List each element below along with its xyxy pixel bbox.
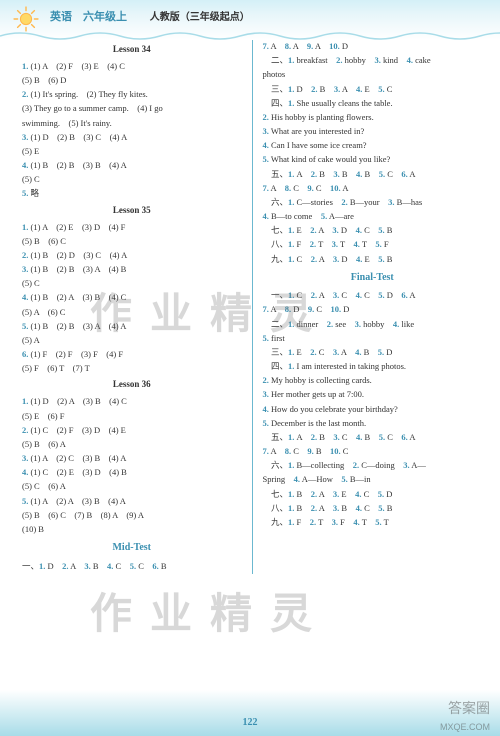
- cloud-divider: [0, 28, 500, 40]
- right-column: 7. A 8. A 9. A 10. D 二、1. breakfast 2. h…: [253, 40, 483, 574]
- answer-line: 5. (1) B (2) B (3) A (4) A: [22, 320, 242, 333]
- answer-line: 六、1. B—collecting 2. C—doing 3. A—: [263, 459, 483, 472]
- section-title: Final-Test: [263, 270, 483, 286]
- answer-line: 二、1. dinner 2. see 3. hobby 4. like: [263, 318, 483, 331]
- answer-line: 7. A 8. D 9. C 10. D: [263, 303, 483, 316]
- lesson-title: Lesson 35: [22, 204, 242, 218]
- answer-line: 2. (1) C (2) F (3) D (4) E: [22, 424, 242, 437]
- content-area: Lesson 341. (1) A (2) F (3) E (4) C(5) B…: [0, 35, 500, 574]
- answer-line: 1. (1) A (2) F (3) E (4) C: [22, 60, 242, 73]
- answer-line: (5) A: [22, 334, 242, 347]
- answer-line: (5) E (6) F: [22, 410, 242, 423]
- lesson-title: Lesson 34: [22, 43, 242, 57]
- answer-line: 三、1. D 2. B 3. A 4. E 5. C: [263, 83, 483, 96]
- answer-line: 4. B—to come 5. A—are: [263, 210, 483, 223]
- answer-line: (5) B (6) D: [22, 74, 242, 87]
- answer-line: 1. (1) A (2) E (3) D (4) F: [22, 221, 242, 234]
- answer-line: 九、1. F 2. T 3. F 4. T 5. T: [263, 516, 483, 529]
- answer-line: 八、1. B 2. A 3. B 4. C 5. B: [263, 502, 483, 515]
- header-subtitle: 人教版（三年级起点）: [150, 12, 250, 23]
- answer-line: 3. Her mother gets up at 7:00.: [263, 388, 483, 401]
- header-title: 英语 六年级上: [50, 11, 127, 23]
- answer-line: 2. His hobby is planting flowers.: [263, 111, 483, 124]
- answer-line: 5. What kind of cake would you like?: [263, 153, 483, 166]
- answer-line: 5. December is the last month.: [263, 417, 483, 430]
- answer-line: (3) They go to a summer camp. (4) I go: [22, 102, 242, 115]
- answer-line: 3. What are you interested in?: [263, 125, 483, 138]
- answer-line: 3. (1) B (2) B (3) A (4) B: [22, 263, 242, 276]
- answer-line: swimming. (5) It's rainy.: [22, 117, 242, 130]
- answer-line: 2. My hobby is collecting cards.: [263, 374, 483, 387]
- answer-line: 3. (1) D (2) B (3) C (4) A: [22, 131, 242, 144]
- answer-line: 4. (1) C (2) E (3) D (4) B: [22, 466, 242, 479]
- answer-line: 四、1. She usually cleans the table.: [263, 97, 483, 110]
- answer-line: (5) A (6) C: [22, 306, 242, 319]
- answer-line: 五、1. A 2. B 3. B 4. B 5. C 6. A: [263, 168, 483, 181]
- answer-line: 2. (1) B (2) D (3) C (4) A: [22, 249, 242, 262]
- answer-line: (5) C: [22, 173, 242, 186]
- answer-line: 1. (1) D (2) A (3) B (4) C: [22, 395, 242, 408]
- section-title: Mid-Test: [22, 540, 242, 556]
- answer-line: (5) C (6) A: [22, 480, 242, 493]
- answer-line: (5) B (6) C: [22, 235, 242, 248]
- answer-line: 4. (1) B (2) A (3) B (4) C: [22, 291, 242, 304]
- answer-line: 4. How do you celebrate your birthday?: [263, 403, 483, 416]
- page-number: 122: [243, 717, 258, 728]
- answer-line: 四、1. I am interested in taking photos.: [263, 360, 483, 373]
- answer-line: 5. 略: [22, 187, 242, 200]
- answer-line: 九、1. C 2. A 3. D 4. E 5. B: [263, 253, 483, 266]
- answer-line: 5. (1) A (2) A (3) B (4) A: [22, 495, 242, 508]
- answer-line: (5) B (6) C (7) B (8) A (9) A: [22, 509, 242, 522]
- answer-line: (5) C: [22, 277, 242, 290]
- answer-line: 3. (1) A (2) C (3) B (4) A: [22, 452, 242, 465]
- answer-line: 7. A 8. C 9. B 10. C: [263, 445, 483, 458]
- answer-line: 一、1. C 2. A 3. C 4. C 5. D 6. A: [263, 289, 483, 302]
- answer-line: 2. (1) It's spring. (2) They fly kites.: [22, 88, 242, 101]
- lesson-title: Lesson 36: [22, 378, 242, 392]
- answer-line: 二、1. breakfast 2. hobby 3. kind 4. cake: [263, 54, 483, 67]
- answer-line: (5) F (6) T (7) T: [22, 362, 242, 375]
- answer-line: 五、1. A 2. B 3. C 4. B 5. C 6. A: [263, 431, 483, 444]
- answer-line: 七、1. E 2. A 3. D 4. C 5. B: [263, 224, 483, 237]
- left-column: Lesson 341. (1) A (2) F (3) E (4) C(5) B…: [22, 40, 253, 574]
- answer-line: 4. Can I have some ice cream?: [263, 139, 483, 152]
- answer-line: (5) E: [22, 145, 242, 158]
- answer-line: 一、1. D 2. A 3. B 4. C 5. C 6. B: [22, 560, 242, 573]
- corner-watermark: 答案圈: [448, 698, 490, 718]
- answer-line: Spring 4. A—How 5. B—in: [263, 473, 483, 486]
- answer-line: (10) B: [22, 523, 242, 536]
- watermark-text: 作业精灵: [90, 580, 330, 641]
- corner-watermark-url: MXQE.COM: [440, 722, 490, 732]
- answer-line: 7. A 8. C 9. C 10. A: [263, 182, 483, 195]
- answer-line: 六、1. C—stories 2. B—your 3. B—has: [263, 196, 483, 209]
- answer-line: photos: [263, 68, 483, 81]
- answer-line: 三、1. E 2. C 3. A 4. B 5. D: [263, 346, 483, 359]
- answer-line: 七、1. B 2. A 3. E 4. C 5. D: [263, 488, 483, 501]
- answer-line: 八、1. F 2. T 3. T 4. T 5. F: [263, 238, 483, 251]
- answer-line: (5) B (6) A: [22, 438, 242, 451]
- answer-line: 7. A 8. A 9. A 10. D: [263, 40, 483, 53]
- answer-line: 4. (1) B (2) B (3) B (4) A: [22, 159, 242, 172]
- answer-line: 6. (1) F (2) F (3) F (4) F: [22, 348, 242, 361]
- answer-line: 5. first: [263, 332, 483, 345]
